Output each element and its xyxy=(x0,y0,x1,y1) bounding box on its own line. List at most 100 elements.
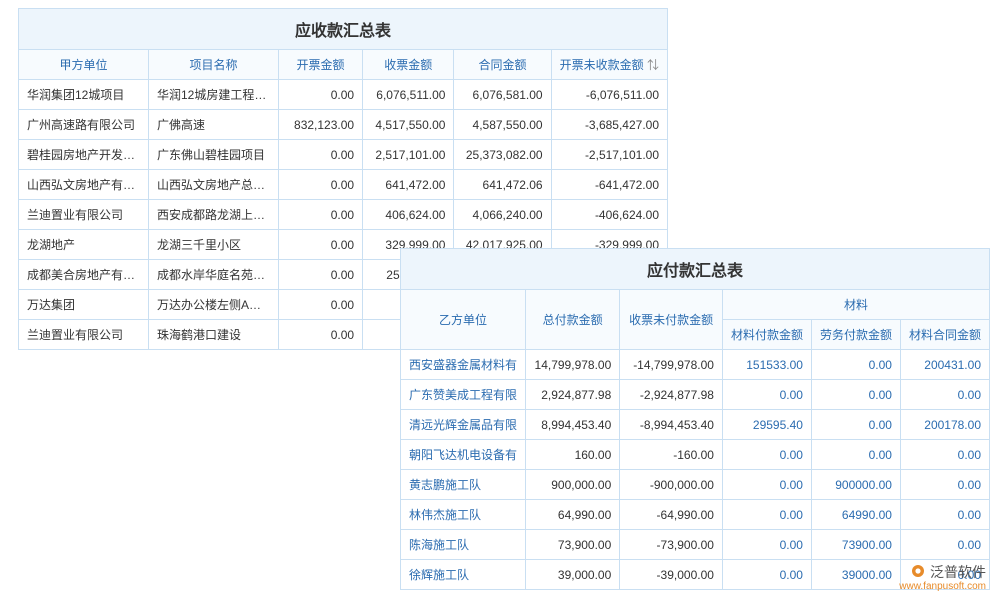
cell-text: 华润12城房建工程项目 xyxy=(149,80,279,110)
payables-title: 应付款汇总表 xyxy=(401,249,990,290)
cell-number[interactable]: 151533.00 xyxy=(722,350,811,380)
cell-text: 龙湖地产 xyxy=(19,230,149,260)
table-row[interactable]: 华润集团12城项目华润12城房建工程项目0.006,076,511.006,07… xyxy=(19,80,668,110)
cell-number: 641,472.00 xyxy=(363,170,454,200)
receivables-header-row: 甲方单位 项目名称 开票金额 收票金额 合同金额 开票未收款金额 ⇅ xyxy=(19,50,668,80)
cell-number[interactable]: 0.00 xyxy=(811,440,900,470)
cell-number[interactable]: 0.00 xyxy=(722,470,811,500)
col-contract-amt: 合同金额 xyxy=(454,50,551,80)
cell-number[interactable]: 0.00 xyxy=(811,380,900,410)
cell-number: 39,000.00 xyxy=(526,560,620,590)
cell-number[interactable]: 0.00 xyxy=(900,500,989,530)
logo-icon xyxy=(910,563,926,579)
cell-text: 兰迪置业有限公司 xyxy=(19,320,149,350)
cell-number: 25,373,082.00 xyxy=(454,140,551,170)
sort-icon[interactable]: ⇅ xyxy=(647,58,659,72)
cell-number[interactable]: 0.00 xyxy=(900,440,989,470)
table-row[interactable]: 陈海施工队73,900.00-73,900.000.0073900.000.00 xyxy=(401,530,990,560)
table-row[interactable]: 山西弘文房地产有限...山西弘文房地产总公司...0.00641,472.006… xyxy=(19,170,668,200)
cell-number[interactable]: 0.00 xyxy=(900,470,989,500)
cell-vendor[interactable]: 广东赞美成工程有限 xyxy=(401,380,526,410)
cell-number[interactable]: 29595.40 xyxy=(722,410,811,440)
cell-number[interactable]: 0.00 xyxy=(722,500,811,530)
cell-text: 广州高速路有限公司 xyxy=(19,110,149,140)
table-row[interactable]: 清远光辉金属品有限8,994,453.40-8,994,453.4029595.… xyxy=(401,410,990,440)
cell-number: -14,799,978.00 xyxy=(620,350,723,380)
cell-number[interactable]: 0.00 xyxy=(900,530,989,560)
cell-number: 4,587,550.00 xyxy=(454,110,551,140)
table-row[interactable]: 林伟杰施工队64,990.00-64,990.000.0064990.000.0… xyxy=(401,500,990,530)
table-row[interactable]: 碧桂园房地产开发有...广东佛山碧桂园项目0.002,517,101.0025,… xyxy=(19,140,668,170)
cell-number[interactable]: 0.00 xyxy=(900,380,989,410)
col-unpaid-amt: 开票未收款金额 ⇅ xyxy=(551,50,667,80)
cell-number: 406,624.00 xyxy=(363,200,454,230)
cell-number[interactable]: 73900.00 xyxy=(811,530,900,560)
cell-text: 广佛高速 xyxy=(149,110,279,140)
col-receipt-amt: 收票金额 xyxy=(363,50,454,80)
cell-text: 山西弘文房地产总公司... xyxy=(149,170,279,200)
cell-text: 广东佛山碧桂园项目 xyxy=(149,140,279,170)
col-material-paid: 材料付款金额 xyxy=(722,320,811,350)
cell-text: 山西弘文房地产有限... xyxy=(19,170,149,200)
cell-number: 0.00 xyxy=(279,290,363,320)
watermark-name: 泛普软件 xyxy=(930,564,986,580)
cell-vendor[interactable]: 西安盛器金属材料有 xyxy=(401,350,526,380)
col-labor-paid: 劳务付款金额 xyxy=(811,320,900,350)
cell-number[interactable]: 200178.00 xyxy=(900,410,989,440)
table-row[interactable]: 广州高速路有限公司广佛高速832,123.004,517,550.004,587… xyxy=(19,110,668,140)
cell-number: 832,123.00 xyxy=(279,110,363,140)
cell-text: 珠海鹤港口建设 xyxy=(149,320,279,350)
cell-vendor[interactable]: 朝阳飞达机电设备有 xyxy=(401,440,526,470)
cell-text: 西安成都路龙湖上河城... xyxy=(149,200,279,230)
cell-number: -6,076,511.00 xyxy=(551,80,667,110)
cell-number[interactable]: 200431.00 xyxy=(900,350,989,380)
payables-table: 应付款汇总表 乙方单位 总付款金额 收票未付款金额 材料 材料付款金额 劳务付款… xyxy=(400,248,990,590)
cell-number[interactable]: 0.00 xyxy=(811,350,900,380)
cell-number: 8,994,453.40 xyxy=(526,410,620,440)
cell-number: -3,685,427.00 xyxy=(551,110,667,140)
table-row[interactable]: 黄志鹏施工队900,000.00-900,000.000.00900000.00… xyxy=(401,470,990,500)
watermark-url: www.fanpusoft.com xyxy=(899,581,986,593)
cell-number: 2,517,101.00 xyxy=(363,140,454,170)
cell-number[interactable]: 64990.00 xyxy=(811,500,900,530)
cell-number[interactable]: 39000.00 xyxy=(811,560,900,590)
cell-text: 龙湖三千里小区 xyxy=(149,230,279,260)
cell-vendor[interactable]: 徐辉施工队 xyxy=(401,560,526,590)
cell-number[interactable]: 0.00 xyxy=(722,560,811,590)
payables-header-row1: 乙方单位 总付款金额 收票未付款金额 材料 xyxy=(401,290,990,320)
col-party-a: 甲方单位 xyxy=(19,50,149,80)
cell-number: -641,472.00 xyxy=(551,170,667,200)
cell-number[interactable]: 0.00 xyxy=(722,440,811,470)
cell-text: 成都美合房地产有限... xyxy=(19,260,149,290)
col-unpaid-receipt: 收票未付款金额 xyxy=(620,290,723,350)
cell-number: 2,924,877.98 xyxy=(526,380,620,410)
cell-number: 160.00 xyxy=(526,440,620,470)
cell-number[interactable]: 0.00 xyxy=(722,380,811,410)
cell-number: 0.00 xyxy=(279,80,363,110)
cell-vendor[interactable]: 黄志鹏施工队 xyxy=(401,470,526,500)
cell-number: -2,924,877.98 xyxy=(620,380,723,410)
cell-number: 64,990.00 xyxy=(526,500,620,530)
table-row[interactable]: 广东赞美成工程有限2,924,877.98-2,924,877.980.000.… xyxy=(401,380,990,410)
cell-number[interactable]: 0.00 xyxy=(722,530,811,560)
cell-number[interactable]: 0.00 xyxy=(811,410,900,440)
cell-number: 0.00 xyxy=(279,200,363,230)
cell-number: 0.00 xyxy=(279,320,363,350)
table-row[interactable]: 兰迪置业有限公司西安成都路龙湖上河城...0.00406,624.004,066… xyxy=(19,200,668,230)
cell-number: -64,990.00 xyxy=(620,500,723,530)
cell-vendor[interactable]: 清远光辉金属品有限 xyxy=(401,410,526,440)
cell-number: 73,900.00 xyxy=(526,530,620,560)
col-group-material: 材料 xyxy=(722,290,989,320)
col-material-contract: 材料合同金额 xyxy=(900,320,989,350)
cell-vendor[interactable]: 林伟杰施工队 xyxy=(401,500,526,530)
table-row[interactable]: 朝阳飞达机电设备有160.00-160.000.000.000.00 xyxy=(401,440,990,470)
cell-text: 兰迪置业有限公司 xyxy=(19,200,149,230)
watermark: 泛普软件 www.fanpusoft.com xyxy=(899,563,986,592)
table-row[interactable]: 西安盛器金属材料有14,799,978.00-14,799,978.001515… xyxy=(401,350,990,380)
cell-number: 900,000.00 xyxy=(526,470,620,500)
cell-text: 万达集团 xyxy=(19,290,149,320)
cell-number: -406,624.00 xyxy=(551,200,667,230)
cell-number[interactable]: 900000.00 xyxy=(811,470,900,500)
col-party-b: 乙方单位 xyxy=(401,290,526,350)
cell-vendor[interactable]: 陈海施工队 xyxy=(401,530,526,560)
